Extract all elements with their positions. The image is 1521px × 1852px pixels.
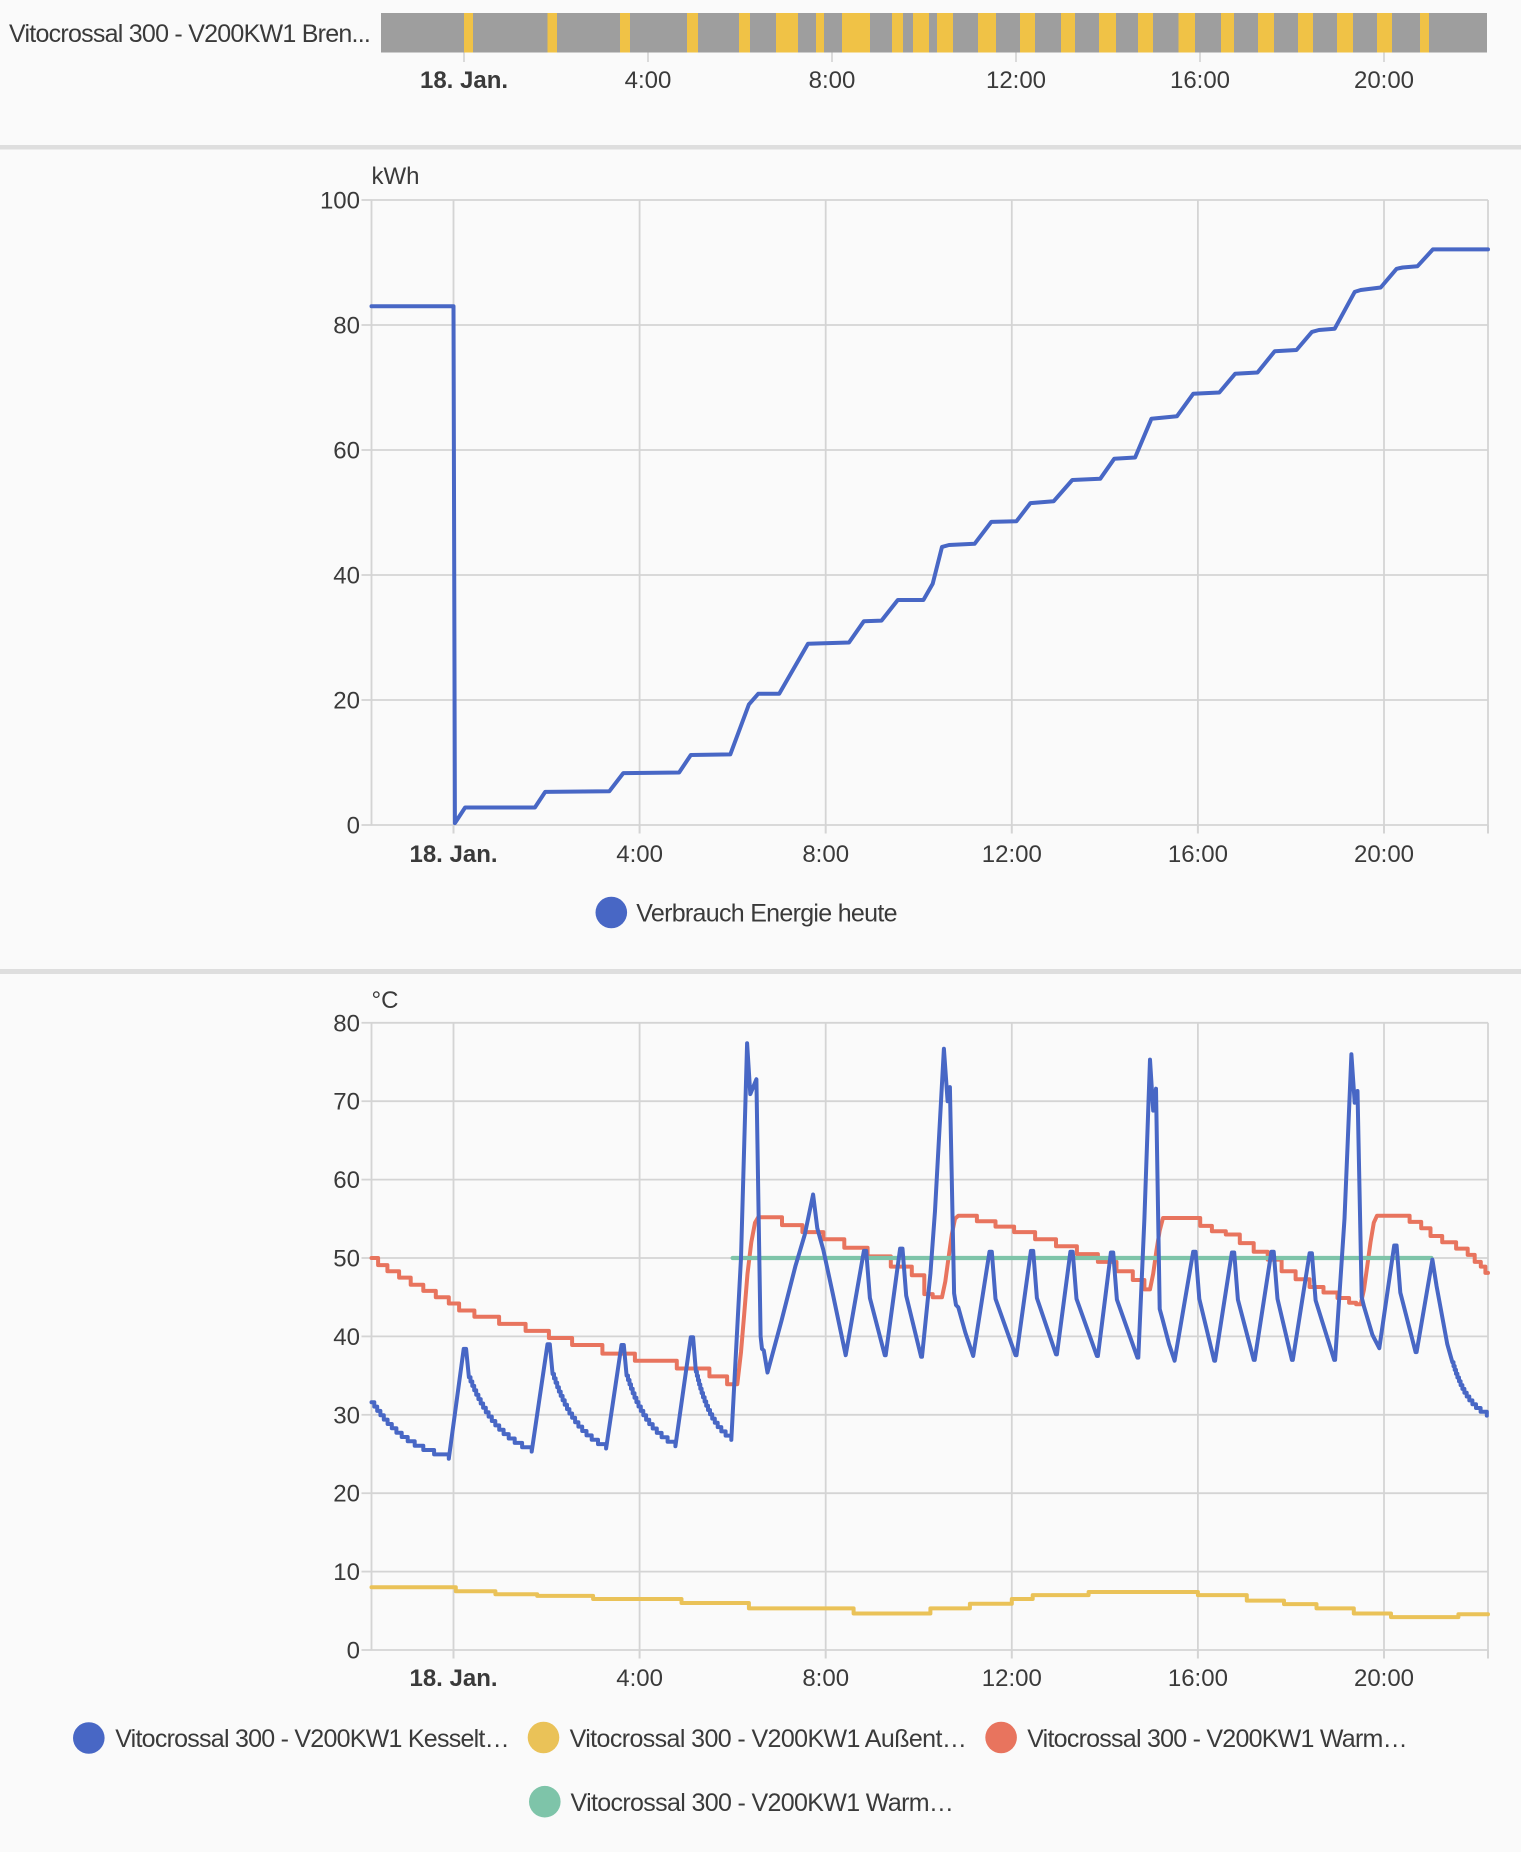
- svg-text:30: 30: [333, 1402, 360, 1429]
- svg-text:18. Jan.: 18. Jan.: [420, 67, 508, 94]
- svg-text:20: 20: [333, 1481, 360, 1508]
- svg-text:4:00: 4:00: [625, 67, 672, 94]
- svg-text:Vitocrossal 300 - V200KW1 Warm: Vitocrossal 300 - V200KW1 Warm…: [571, 1789, 954, 1817]
- svg-text:100: 100: [320, 188, 360, 215]
- svg-text:8:00: 8:00: [802, 841, 849, 868]
- svg-text:20:00: 20:00: [1354, 841, 1414, 868]
- svg-text:Verbrauch Energie heute: Verbrauch Energie heute: [636, 900, 897, 928]
- svg-text:12:00: 12:00: [982, 1665, 1042, 1692]
- svg-text:16:00: 16:00: [1170, 67, 1230, 94]
- svg-text:Vitocrossal 300 - V200KW1 Kess: Vitocrossal 300 - V200KW1 Kesselt…: [115, 1725, 509, 1753]
- svg-text:70: 70: [333, 1089, 360, 1116]
- svg-text:0: 0: [347, 813, 360, 840]
- svg-text:20:00: 20:00: [1354, 67, 1414, 94]
- svg-text:16:00: 16:00: [1168, 841, 1228, 868]
- svg-text:40: 40: [333, 1324, 360, 1351]
- svg-text:18. Jan.: 18. Jan.: [409, 841, 497, 868]
- svg-text:80: 80: [333, 313, 360, 340]
- svg-text:50: 50: [333, 1246, 360, 1273]
- svg-text:12:00: 12:00: [986, 67, 1046, 94]
- svg-text:Vitocrossal 300 - V200KW1 Bren: Vitocrossal 300 - V200KW1 Bren...: [9, 20, 370, 48]
- svg-text:60: 60: [333, 1167, 360, 1194]
- svg-text:10: 10: [333, 1559, 360, 1586]
- svg-text:0: 0: [347, 1638, 360, 1665]
- svg-text:20: 20: [333, 688, 360, 715]
- svg-text:Vitocrossal 300 - V200KW1 Warm: Vitocrossal 300 - V200KW1 Warm…: [1027, 1725, 1407, 1753]
- svg-text:16:00: 16:00: [1168, 1665, 1228, 1692]
- svg-text:20:00: 20:00: [1354, 1665, 1414, 1692]
- svg-text:18. Jan.: 18. Jan.: [409, 1665, 497, 1692]
- svg-text:12:00: 12:00: [982, 841, 1042, 868]
- svg-text:8:00: 8:00: [802, 1665, 849, 1692]
- svg-text:8:00: 8:00: [809, 67, 856, 94]
- svg-text:60: 60: [333, 438, 360, 465]
- svg-text:Vitocrossal 300 - V200KW1 Auße: Vitocrossal 300 - V200KW1 Außent…: [570, 1725, 967, 1753]
- svg-text:80: 80: [333, 1010, 360, 1037]
- svg-text:40: 40: [333, 563, 360, 590]
- svg-text:°C: °C: [372, 987, 399, 1014]
- svg-text:4:00: 4:00: [616, 841, 663, 868]
- svg-text:4:00: 4:00: [616, 1665, 663, 1692]
- svg-text:kWh: kWh: [372, 163, 420, 190]
